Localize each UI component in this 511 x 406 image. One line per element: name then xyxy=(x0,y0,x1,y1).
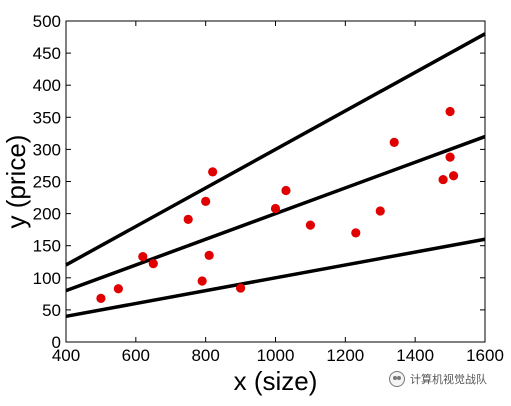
data-point xyxy=(375,206,385,216)
x-tick-label: 600 xyxy=(122,346,150,365)
data-point xyxy=(138,252,148,262)
data-point xyxy=(305,220,316,230)
data-point xyxy=(96,293,106,303)
data-point xyxy=(438,174,448,185)
data-point xyxy=(351,228,361,238)
data-point xyxy=(201,196,211,207)
data-point xyxy=(389,137,399,147)
plot-frame xyxy=(65,20,486,343)
data-point xyxy=(208,167,218,177)
y-tick-label: 100 xyxy=(33,269,61,288)
y-tick-label: 400 xyxy=(33,76,61,95)
x-tick-label: 400 xyxy=(52,346,80,365)
data-point xyxy=(445,106,455,117)
data-point xyxy=(448,171,459,181)
data-point xyxy=(183,214,193,224)
data-point xyxy=(113,284,123,294)
y-tick-label: 350 xyxy=(33,108,61,127)
x-tick-label: 1000 xyxy=(257,346,295,365)
y-tick-label: 200 xyxy=(33,205,61,224)
x-axis-title: x (size) xyxy=(234,366,318,396)
data-point xyxy=(197,276,207,286)
y-tick-label: 450 xyxy=(33,44,61,63)
ticks-layer: 400 600 800 1000 1200 1400 1600 0 50 100 150 200 250… xyxy=(33,12,504,365)
fit-line-1 xyxy=(65,32,486,267)
y-tick-label: 250 xyxy=(33,173,61,192)
y-tick-label: 0 xyxy=(52,333,61,352)
data-point xyxy=(270,203,281,214)
fit-line-3 xyxy=(65,237,486,319)
fit-line-2 xyxy=(65,134,486,293)
watermark: 计算机视觉战队 xyxy=(389,367,487,391)
data-point xyxy=(148,259,158,269)
x-tick-label: 1200 xyxy=(326,346,364,365)
data-point xyxy=(204,250,214,260)
y-axis-title: y (price) xyxy=(1,135,31,229)
data-point xyxy=(235,283,246,293)
y-tick-label: 50 xyxy=(42,301,61,320)
y-tick-label: 500 xyxy=(33,12,61,31)
data-point xyxy=(281,185,291,196)
lines-layer xyxy=(65,32,486,319)
points-layer xyxy=(96,106,459,303)
x-tick-label: 1400 xyxy=(396,346,434,365)
y-tick-label: 300 xyxy=(33,140,61,159)
x-tick-label: 800 xyxy=(191,346,219,365)
wechat-icon xyxy=(389,371,405,387)
watermark-text: 计算机视觉战队 xyxy=(410,373,487,386)
x-tick-label: 1600 xyxy=(466,346,504,365)
y-tick-label: 150 xyxy=(33,237,61,256)
data-point xyxy=(445,152,455,162)
